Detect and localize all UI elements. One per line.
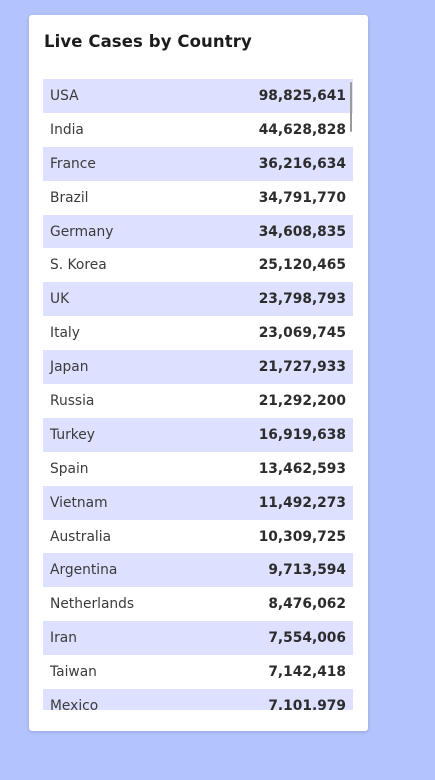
country-name: Argentina: [50, 562, 118, 579]
case-count: 34,791,770: [258, 189, 346, 206]
case-count: 7,554,006: [268, 630, 346, 647]
country-row: Iran 7,554,006: [43, 621, 353, 656]
country-name: Russia: [50, 392, 95, 409]
case-count: 23,069,745: [258, 325, 346, 342]
country-row: Russia 21,292,200: [43, 384, 353, 418]
country-name: India: [50, 121, 84, 138]
case-count: 34,608,835: [258, 223, 346, 240]
country-name: Brazil: [50, 189, 89, 206]
country-name: Japan: [50, 359, 89, 376]
country-row: Brazil 34,791,770: [43, 181, 353, 215]
country-row: Japan 21,727,933: [43, 350, 353, 385]
case-count: 21,292,200: [258, 392, 346, 409]
case-count: 23,798,793: [258, 291, 346, 308]
country-name: Netherlands: [50, 596, 135, 613]
country-row: S. Korea 25,120,465: [43, 248, 353, 282]
case-count: 10,309,725: [258, 528, 346, 545]
country-name: USA: [50, 87, 79, 104]
country-name: Spain: [50, 460, 89, 477]
country-name: S. Korea: [50, 257, 107, 274]
country-name: Italy: [50, 325, 80, 342]
country-row: Taiwan 7,142,418: [43, 655, 353, 689]
country-name: Iran: [50, 630, 77, 647]
case-count: 7,101,979: [268, 697, 346, 710]
case-count: 98,825,641: [258, 87, 346, 104]
country-row: Italy 23,069,745: [43, 316, 353, 350]
country-name: Australia: [50, 528, 112, 545]
country-list: USA 98,825,641 India 44,628,828 France 36,216…: [43, 79, 353, 710]
country-row: France 36,216,634: [43, 146, 353, 181]
case-count: 7,142,418: [268, 664, 346, 681]
country-row: Australia 10,309,725: [43, 520, 353, 554]
country-name: Germany: [50, 223, 114, 240]
country-row: Turkey 16,919,638: [43, 417, 353, 452]
case-count: 16,919,638: [258, 426, 346, 443]
country-name: Turkey: [50, 426, 95, 443]
country-name: Vietnam: [50, 494, 108, 511]
case-count: 13,462,593: [258, 460, 346, 477]
card-title: Live Cases by Country: [44, 32, 252, 51]
country-name: Taiwan: [50, 664, 97, 681]
country-row: UK 23,798,793: [43, 282, 353, 317]
country-name: UK: [50, 291, 70, 308]
case-count: 11,492,273: [258, 494, 346, 511]
case-count: 8,476,062: [268, 596, 346, 613]
country-row: Mexico 7,101,979: [43, 689, 353, 710]
country-row: Vietnam 11,492,273: [43, 485, 353, 520]
country-row: India 44,628,828: [43, 113, 353, 147]
country-row: Netherlands 8,476,062: [43, 587, 353, 621]
country-name: Mexico: [50, 697, 99, 710]
scrollbar-thumb[interactable]: [350, 82, 352, 132]
live-cases-card: Live Cases by Country USA 98,825,641 India…: [29, 15, 368, 731]
country-row: Spain 13,462,593: [43, 452, 353, 486]
country-row: Argentina 9,713,594: [43, 553, 353, 588]
case-count: 36,216,634: [258, 155, 346, 172]
case-count: 44,628,828: [258, 121, 346, 138]
case-count: 21,727,933: [258, 359, 346, 376]
country-row: USA 98,825,641: [43, 79, 353, 113]
case-count: 25,120,465: [258, 257, 346, 274]
country-list-scroll-area[interactable]: USA 98,825,641 India 44,628,828 France 36,216…: [43, 79, 353, 710]
case-count: 9,713,594: [268, 562, 346, 579]
country-name: France: [50, 155, 96, 172]
country-row: Germany 34,608,835: [43, 214, 353, 249]
